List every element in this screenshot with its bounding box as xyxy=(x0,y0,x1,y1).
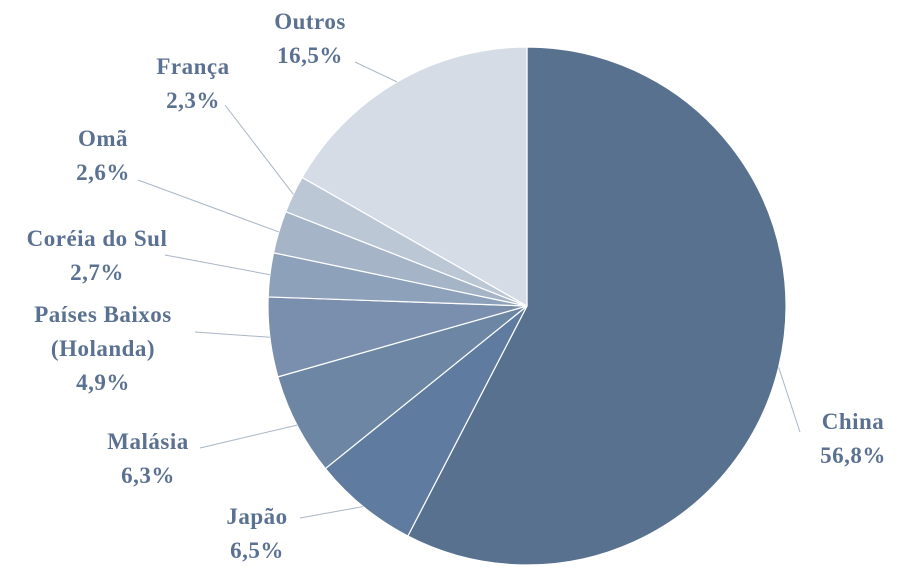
value-label: 16,5% xyxy=(277,43,343,68)
slice-label: Países Baixos (Holanda) 4,9% xyxy=(0,298,208,400)
value-label: 6,3% xyxy=(121,463,175,488)
category-label: China xyxy=(821,409,885,434)
category-label: Países Baixos (Holanda) xyxy=(34,302,172,361)
slice-label: China 56,8% xyxy=(748,405,904,473)
pie-slice xyxy=(301,46,528,308)
category-label: França xyxy=(156,54,230,79)
value-label: 2,7% xyxy=(70,260,124,285)
slice-label: Malásia 6,3% xyxy=(43,425,253,493)
category-label: Coréia do Sul xyxy=(26,226,168,251)
value-label: 56,8% xyxy=(820,443,886,468)
category-label: Japão xyxy=(226,504,288,529)
leader-line xyxy=(224,104,294,195)
category-label: Omã xyxy=(77,126,129,151)
category-label: Malásia xyxy=(107,429,189,454)
pie-slice xyxy=(407,46,787,566)
leader-line xyxy=(354,61,398,83)
leader-line xyxy=(164,254,270,276)
slice-label: Coréia do Sul 2,7% xyxy=(0,222,202,290)
value-label: 2,3% xyxy=(166,88,220,113)
category-label: Outros xyxy=(274,9,346,34)
slice-label: Outros 16,5% xyxy=(205,5,415,73)
slice-label: Omã 2,6% xyxy=(0,122,208,190)
leader-line xyxy=(299,506,364,519)
value-label: 6,5% xyxy=(230,538,284,563)
slice-label: Japão 6,5% xyxy=(152,500,362,568)
leader-line xyxy=(199,424,298,449)
value-label: 4,9% xyxy=(76,370,130,395)
value-label: 2,6% xyxy=(76,160,130,185)
leader-line xyxy=(194,331,270,338)
leader-line xyxy=(778,367,801,433)
slice-label: França 2,3% xyxy=(88,50,298,118)
leader-line xyxy=(137,179,279,233)
